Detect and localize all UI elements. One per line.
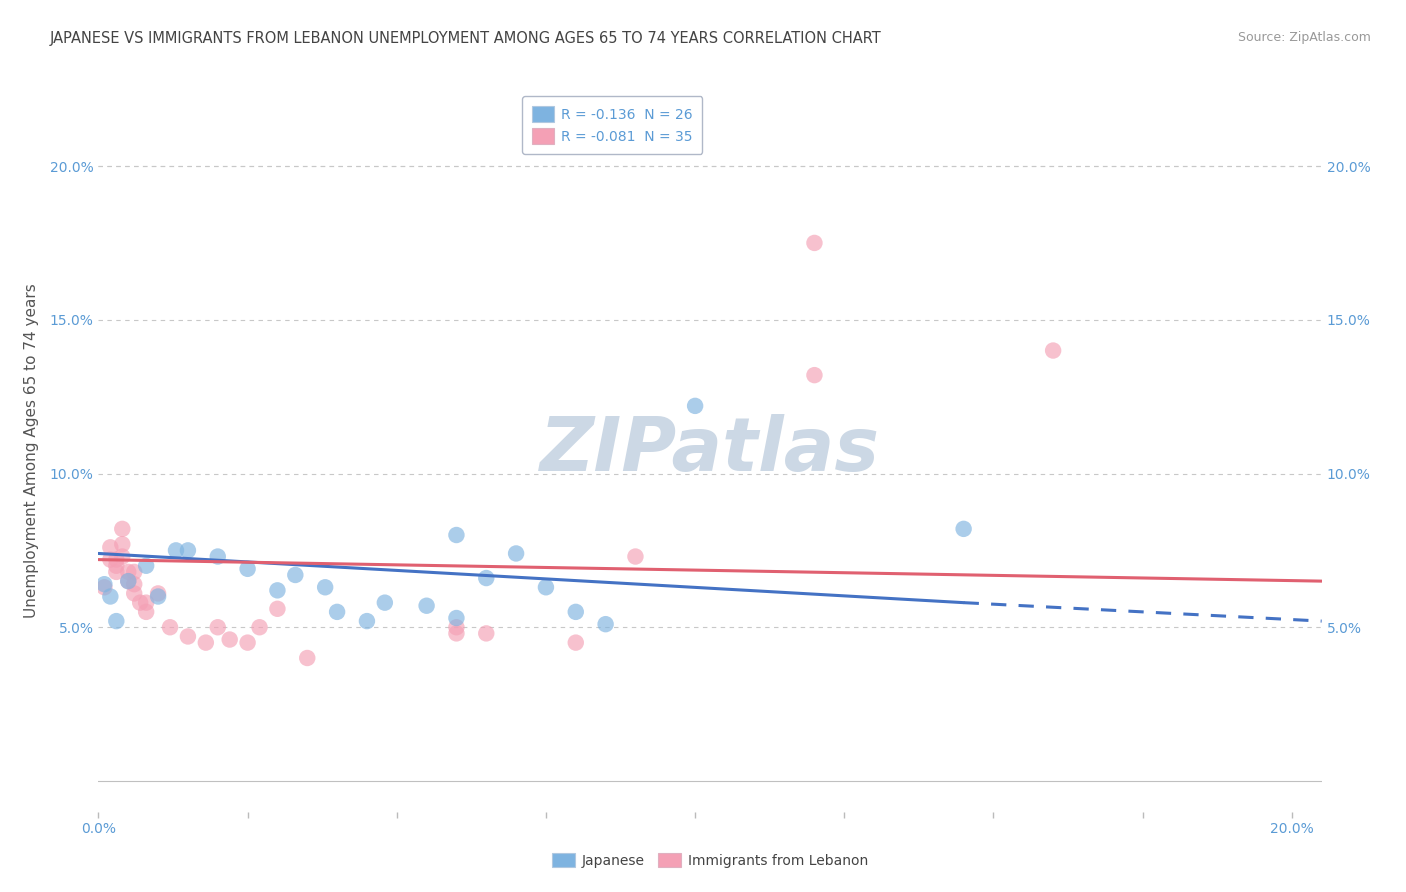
Point xyxy=(98,590,121,604)
Point xyxy=(93,580,115,594)
Point xyxy=(105,614,128,628)
Point xyxy=(117,574,139,588)
Point xyxy=(111,549,134,564)
Point xyxy=(297,651,319,665)
Point xyxy=(105,552,128,566)
Point xyxy=(207,549,229,564)
Point xyxy=(683,399,706,413)
Point xyxy=(236,635,259,649)
Point xyxy=(236,562,259,576)
Point xyxy=(415,599,437,613)
Point xyxy=(218,632,240,647)
Point xyxy=(284,568,307,582)
Point xyxy=(446,626,468,640)
Point xyxy=(356,614,378,628)
Point xyxy=(105,565,128,579)
Point xyxy=(93,577,115,591)
Point xyxy=(446,620,468,634)
Point xyxy=(595,617,617,632)
Point xyxy=(122,565,145,579)
Point xyxy=(505,546,527,560)
Point xyxy=(111,537,134,551)
Point xyxy=(266,602,288,616)
Point xyxy=(534,580,557,594)
Point xyxy=(117,574,139,588)
Point xyxy=(146,586,169,600)
Point xyxy=(135,605,157,619)
Point xyxy=(446,611,468,625)
Text: Source: ZipAtlas.com: Source: ZipAtlas.com xyxy=(1237,31,1371,45)
Point xyxy=(314,580,336,594)
Point xyxy=(249,620,271,634)
Point xyxy=(475,626,498,640)
Point xyxy=(624,549,647,564)
Point xyxy=(565,635,588,649)
Point xyxy=(177,543,200,558)
Point xyxy=(1042,343,1064,358)
Point xyxy=(135,558,157,573)
Point xyxy=(111,522,134,536)
Point xyxy=(565,605,588,619)
Point xyxy=(159,620,181,634)
Point xyxy=(165,543,187,558)
Point xyxy=(105,558,128,573)
Point xyxy=(446,528,468,542)
Point xyxy=(475,571,498,585)
Y-axis label: Unemployment Among Ages 65 to 74 years: Unemployment Among Ages 65 to 74 years xyxy=(24,283,38,618)
Point xyxy=(146,590,169,604)
Point xyxy=(122,577,145,591)
Point xyxy=(117,565,139,579)
Point xyxy=(98,541,121,555)
Point xyxy=(207,620,229,634)
Point xyxy=(135,596,157,610)
Point xyxy=(266,583,288,598)
Point xyxy=(952,522,974,536)
Point xyxy=(326,605,349,619)
Point xyxy=(374,596,396,610)
Text: ZIPatlas: ZIPatlas xyxy=(540,414,880,487)
Point xyxy=(177,630,200,644)
Point xyxy=(803,235,825,250)
Point xyxy=(194,635,217,649)
Point xyxy=(129,596,152,610)
Text: JAPANESE VS IMMIGRANTS FROM LEBANON UNEMPLOYMENT AMONG AGES 65 TO 74 YEARS CORRE: JAPANESE VS IMMIGRANTS FROM LEBANON UNEM… xyxy=(49,31,882,46)
Point xyxy=(98,552,121,566)
Legend: Japanese, Immigrants from Lebanon: Japanese, Immigrants from Lebanon xyxy=(547,847,873,873)
Point xyxy=(122,586,145,600)
Point xyxy=(803,368,825,383)
